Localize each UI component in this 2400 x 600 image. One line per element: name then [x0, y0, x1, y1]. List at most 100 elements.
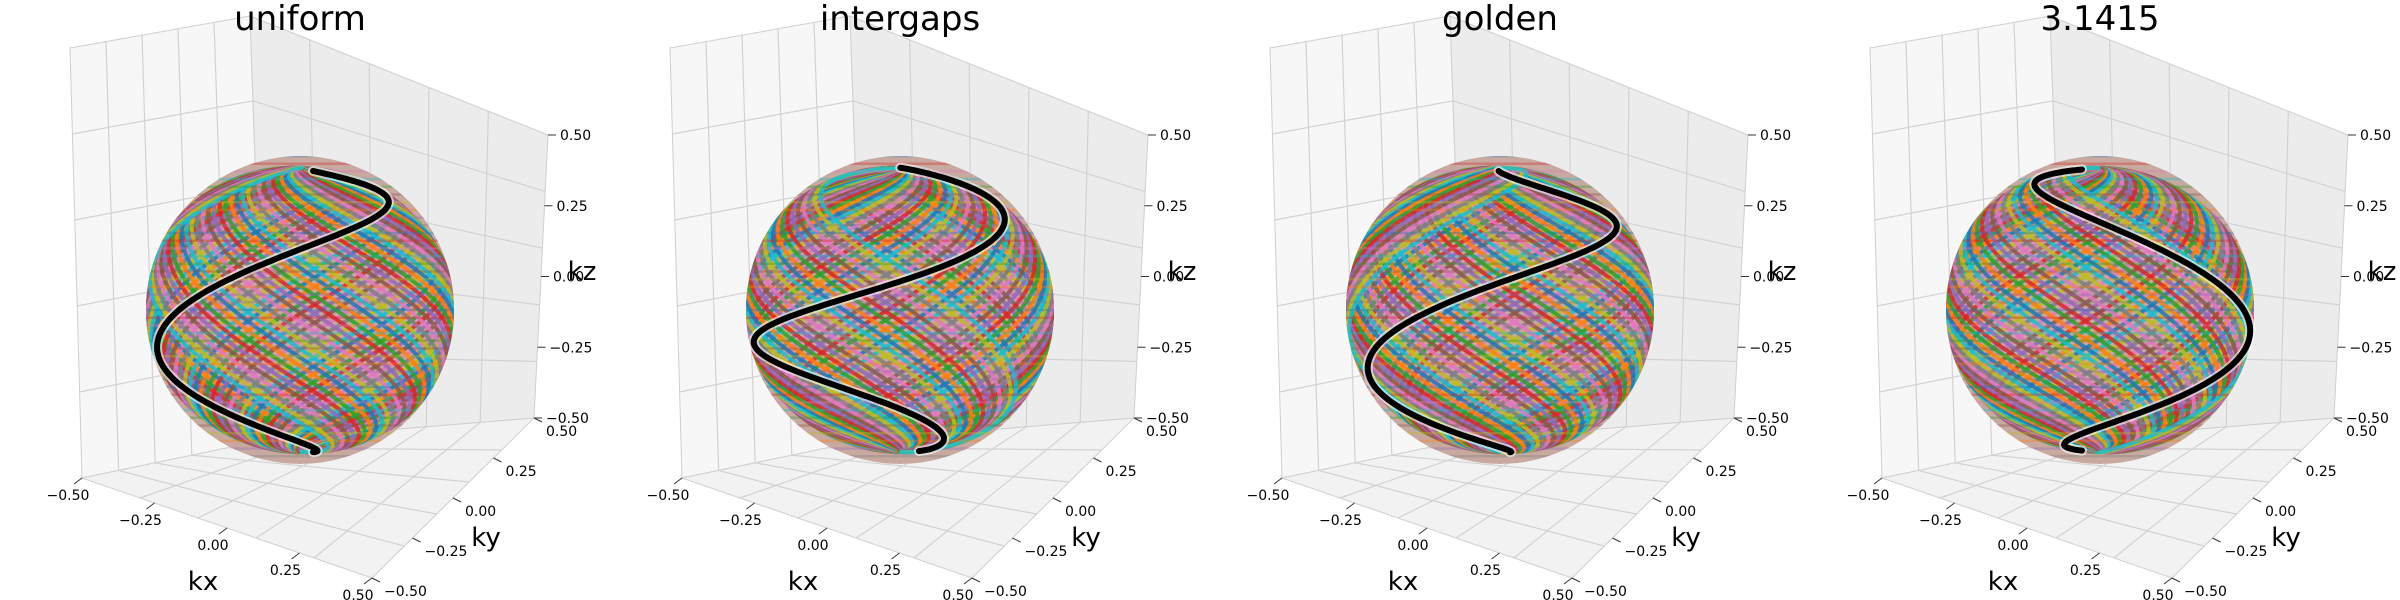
x-tick-label: 0.25: [2070, 563, 2101, 579]
x-tick-label: −0.50: [1847, 488, 1890, 504]
y-axis: −0.50 −0.25 0.00 0.25 0.50 ky: [971, 417, 1177, 600]
y-tick-label: 0.50: [546, 424, 577, 440]
z-tick-label: −0.25: [1150, 340, 1193, 356]
sphere-trajectories: [146, 156, 454, 464]
y-tick-label: 0.25: [1106, 464, 1137, 480]
x-axis: −0.50 −0.25 0.00 0.25 0.50 kx: [1847, 477, 2174, 600]
panel-3: golden −0.50 −0.25 0.00 0.25 0.50 kx −0.50 −0.25…: [1247, 0, 1797, 600]
trajectory: [1960, 166, 2154, 454]
y-tick-label: 0.25: [2306, 464, 2337, 480]
z-tick-label: 0.00: [553, 270, 584, 286]
trajectory: [746, 166, 923, 454]
trajectory: [1346, 166, 1516, 455]
trajectory: [818, 166, 1018, 455]
x-tick-label: −0.25: [1319, 513, 1362, 529]
z-axis: −0.50 −0.25 0.00 0.25 0.50 kz: [2334, 128, 2396, 427]
panel-4: 3.1415 −0.50 −0.25 0.00 0.25 0.50 kx −0.50 −0.25…: [1847, 0, 2397, 600]
x-tick-label: −0.25: [719, 513, 762, 529]
x-axis-label: kx: [188, 567, 218, 597]
z-tick-label: −0.25: [1750, 340, 1793, 356]
y-tick-label: 0.00: [465, 504, 496, 520]
highlighted-trajectory: [1364, 168, 1620, 456]
sphere-trajectories: [746, 156, 1054, 464]
x-tick-label: −0.25: [1919, 513, 1962, 529]
z-tick-label: 0.00: [1753, 270, 1784, 286]
z-tick-label: −0.25: [550, 340, 593, 356]
x-tick-label: 0.00: [197, 538, 228, 554]
trajectory: [286, 166, 454, 454]
y-tick-label: −0.50: [1584, 584, 1627, 600]
x-tick-label: −0.50: [1247, 488, 1290, 504]
x-axis: −0.50 −0.25 0.00 0.25 0.50 kx: [1247, 477, 1574, 600]
highlighted-trajectory: [750, 164, 1008, 455]
z-tick-label: 0.50: [560, 128, 591, 144]
panel-title: golden: [1442, 0, 1558, 39]
trajectory: [748, 166, 931, 454]
x-tick-label: 0.25: [870, 563, 901, 579]
y-tick-label: −0.25: [1625, 544, 1668, 560]
trajectory: [147, 165, 331, 455]
trajectory: [1347, 165, 1531, 455]
x-axis-label: kx: [1388, 567, 1418, 597]
highlighted-trajectory: [154, 168, 392, 456]
x-axis-label: kx: [788, 567, 818, 597]
y-axis: −0.50 −0.25 0.00 0.25 0.50 ky: [371, 417, 577, 600]
trajectory: [1952, 167, 2141, 454]
trajectory: [1486, 166, 1654, 454]
z-tick-label: −0.50: [2346, 411, 2389, 427]
y-axis: −0.50 −0.25 0.00 0.25 0.50 ky: [1571, 417, 1777, 600]
panel-1: uniform −0.50 −0.25 0.00 0.25 0.50 kx −0.50 −0.2…: [47, 0, 597, 600]
panel-title: intergaps: [820, 0, 980, 39]
z-tick-label: 0.25: [2357, 199, 2388, 215]
z-tick-label: 0.00: [2353, 270, 2384, 286]
x-tick-label: 0.50: [942, 588, 973, 600]
x-tick-label: 0.00: [797, 538, 828, 554]
y-tick-label: 0.00: [1065, 504, 1096, 520]
z-axis: −0.50 −0.25 0.00 0.25 0.50 kz: [1134, 128, 1196, 427]
panel-title: uniform: [234, 0, 366, 39]
trajectory: [746, 166, 916, 454]
y-tick-label: 0.00: [1665, 504, 1696, 520]
z-tick-label: 0.00: [1153, 270, 1184, 286]
y-tick-label: 0.50: [1746, 424, 1777, 440]
y-tick-label: −0.25: [2225, 544, 2268, 560]
x-axis: −0.50 −0.25 0.00 0.25 0.50 kx: [47, 477, 374, 600]
z-tick-label: −0.25: [2350, 340, 2393, 356]
y-tick-label: −0.50: [2184, 584, 2227, 600]
trajectory: [271, 166, 453, 454]
sphere-trajectories: [1946, 156, 2254, 464]
trajectory: [753, 166, 943, 453]
y-axis-label: ky: [1671, 523, 1701, 553]
trajectory: [1957, 166, 2149, 454]
z-axis-label: kz: [568, 257, 597, 287]
z-tick-label: 0.25: [1157, 199, 1188, 215]
z-tick-label: −0.50: [546, 411, 589, 427]
x-tick-label: 0.50: [342, 588, 373, 600]
x-tick-label: −0.25: [119, 513, 162, 529]
x-tick-label: −0.50: [47, 488, 90, 504]
y-tick-label: 0.00: [2265, 504, 2296, 520]
y-axis-label: ky: [1071, 523, 1101, 553]
x-tick-label: −0.50: [647, 488, 690, 504]
z-axis: −0.50 −0.25 0.00 0.25 0.50 kz: [1734, 128, 1796, 427]
y-tick-label: 0.25: [506, 464, 537, 480]
z-tick-label: −0.50: [1146, 411, 1189, 427]
y-tick-label: −0.25: [425, 544, 468, 560]
x-tick-label: 0.25: [1470, 563, 1501, 579]
z-axis-label: kz: [2368, 257, 2397, 287]
y-axis-label: ky: [2271, 523, 2301, 553]
trajectory: [746, 166, 914, 454]
z-tick-label: 0.50: [1760, 128, 1791, 144]
z-tick-label: −0.50: [1746, 411, 1789, 427]
x-tick-label: 0.25: [270, 563, 301, 579]
y-tick-label: −0.25: [1025, 544, 1068, 560]
x-axis: −0.50 −0.25 0.00 0.25 0.50 kx: [647, 477, 974, 600]
z-axis-label: kz: [1168, 257, 1197, 287]
trajectory: [746, 166, 927, 454]
x-axis-label: kx: [1988, 567, 2018, 597]
panel-title: 3.1415: [2041, 0, 2160, 39]
y-axis-label: ky: [471, 523, 501, 553]
x-tick-label: 0.00: [1397, 538, 1428, 554]
